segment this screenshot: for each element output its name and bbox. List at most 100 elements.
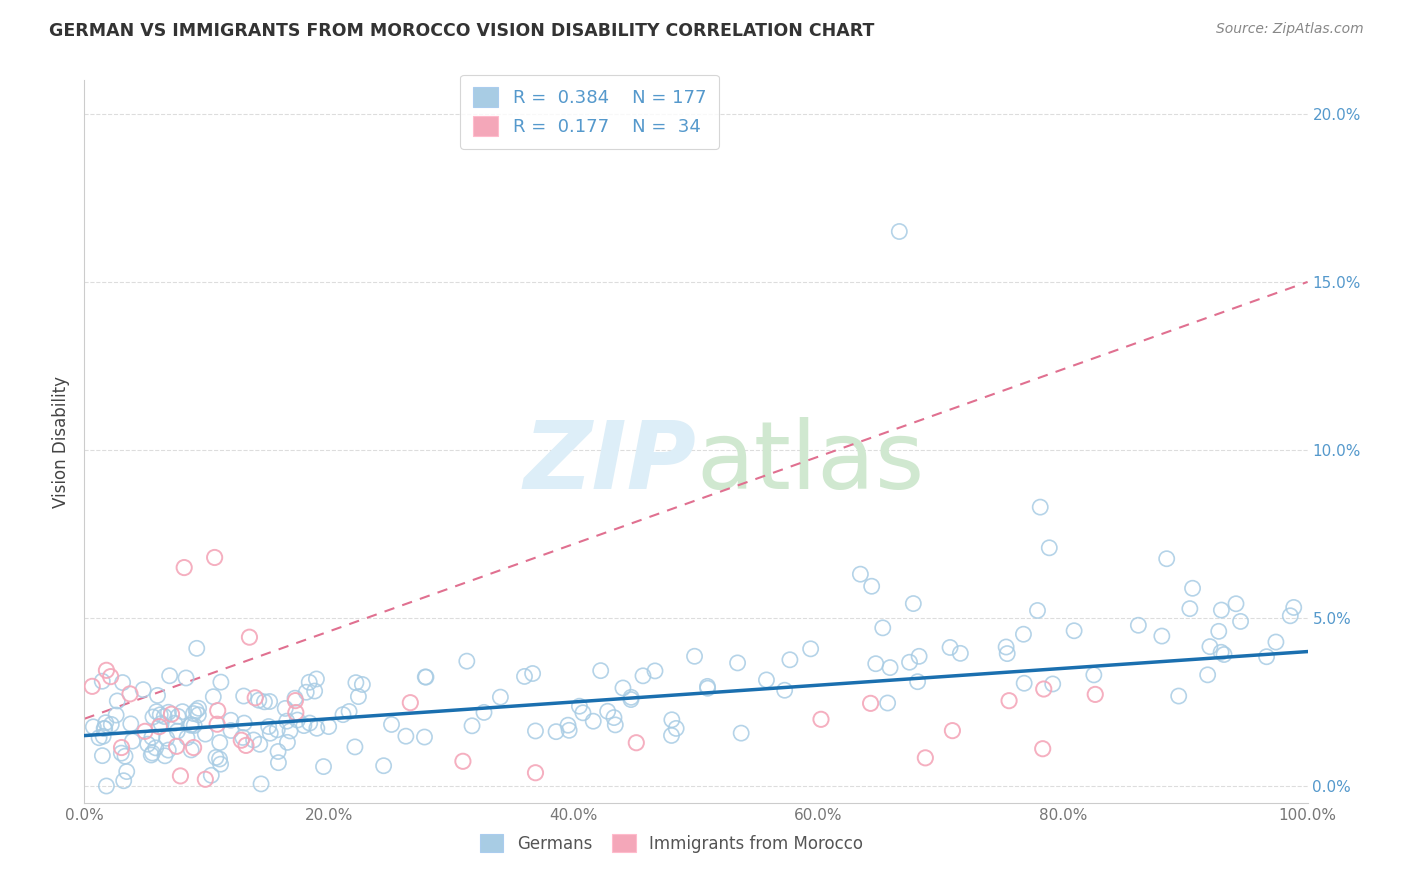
Point [284, 691, 307, 706]
Point [1128, 618, 1150, 632]
Point [148, 720, 170, 734]
Point [259, 726, 281, 740]
Point [145, 740, 167, 755]
Point [232, 731, 254, 745]
Point [860, 579, 883, 593]
Point [200, 768, 222, 782]
Point [176, 731, 198, 745]
Point [82, 720, 104, 734]
Point [1156, 551, 1178, 566]
Point [208, 735, 231, 749]
Y-axis label: Vision Disability: Vision Disability [52, 376, 70, 508]
Point [149, 707, 172, 722]
Point [183, 740, 205, 755]
Point [872, 621, 894, 635]
Point [187, 701, 209, 715]
Point [879, 660, 901, 674]
Point [134, 724, 156, 739]
Point [755, 673, 778, 687]
Point [157, 706, 180, 720]
Point [174, 671, 197, 685]
Point [112, 773, 135, 788]
Point [115, 764, 138, 779]
Point [159, 669, 181, 683]
Point [284, 693, 307, 707]
Point [231, 733, 253, 747]
Point [91, 729, 114, 743]
Point [232, 689, 254, 703]
Point [146, 689, 169, 703]
Point [205, 750, 228, 764]
Point [582, 714, 605, 729]
Point [557, 718, 579, 732]
Point [292, 718, 315, 732]
Point [284, 706, 307, 720]
Text: GERMAN VS IMMIGRANTS FROM MOROCCO VISION DISABILITY CORRELATION CHART: GERMAN VS IMMIGRANTS FROM MOROCCO VISION… [49, 22, 875, 40]
Point [93, 722, 115, 736]
Point [233, 716, 256, 731]
Point [941, 723, 963, 738]
Point [1032, 741, 1054, 756]
Point [194, 727, 217, 741]
Point [169, 769, 191, 783]
Point [111, 675, 134, 690]
Point [160, 707, 183, 722]
Point [183, 718, 205, 732]
Point [287, 713, 309, 727]
Point [274, 701, 297, 715]
Point [180, 718, 202, 732]
Point [1083, 668, 1105, 682]
Point [259, 694, 281, 708]
Point [207, 704, 229, 718]
Point [859, 697, 882, 711]
Point [779, 653, 801, 667]
Point [849, 567, 872, 582]
Point [683, 649, 706, 664]
Point [209, 757, 232, 772]
Point [194, 772, 217, 787]
Point [1012, 676, 1035, 690]
Point [100, 670, 122, 684]
Point [96, 779, 118, 793]
Text: ZIP: ZIP [523, 417, 696, 509]
Point [568, 699, 591, 714]
Point [121, 734, 143, 748]
Legend: Germans, Immigrants from Morocco: Germans, Immigrants from Morocco [474, 828, 869, 860]
Point [522, 666, 544, 681]
Point [250, 777, 273, 791]
Point [186, 641, 208, 656]
Point [1225, 597, 1247, 611]
Point [546, 724, 568, 739]
Point [208, 752, 231, 766]
Point [558, 723, 581, 738]
Point [96, 663, 118, 677]
Point [907, 674, 929, 689]
Point [889, 225, 911, 239]
Point [1282, 600, 1305, 615]
Point [204, 550, 226, 565]
Point [603, 710, 626, 724]
Point [810, 712, 832, 726]
Point [253, 695, 276, 709]
Point [456, 654, 478, 668]
Point [661, 713, 683, 727]
Point [995, 647, 1018, 661]
Point [626, 736, 648, 750]
Point [399, 696, 422, 710]
Point [247, 693, 270, 707]
Point [276, 714, 298, 728]
Point [1213, 648, 1236, 662]
Point [395, 729, 418, 743]
Point [661, 728, 683, 742]
Point [1012, 627, 1035, 641]
Point [332, 707, 354, 722]
Point [163, 716, 186, 731]
Point [209, 675, 232, 690]
Point [1063, 624, 1085, 638]
Point [451, 754, 474, 768]
Point [1032, 681, 1054, 696]
Point [949, 646, 972, 660]
Point [305, 672, 328, 686]
Point [730, 726, 752, 740]
Point [337, 705, 360, 719]
